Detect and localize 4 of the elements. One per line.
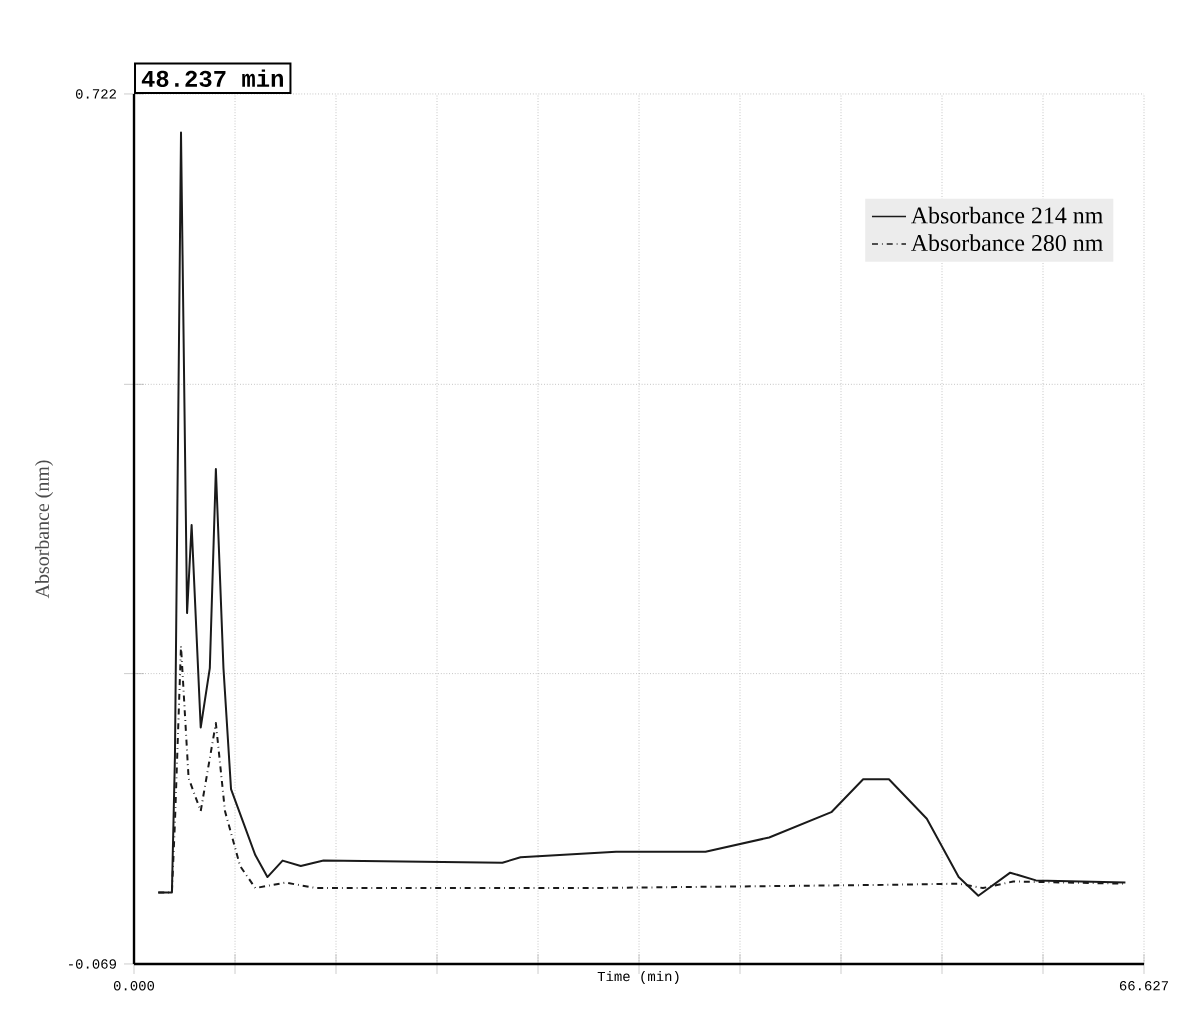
legend-label: Absorbance 214 nm <box>911 206 1103 224</box>
y-axis-title: Absorbance (nm) <box>34 460 54 599</box>
legend-label: Absorbance 280 nm <box>911 234 1103 252</box>
text: 48.237 min <box>141 69 283 87</box>
